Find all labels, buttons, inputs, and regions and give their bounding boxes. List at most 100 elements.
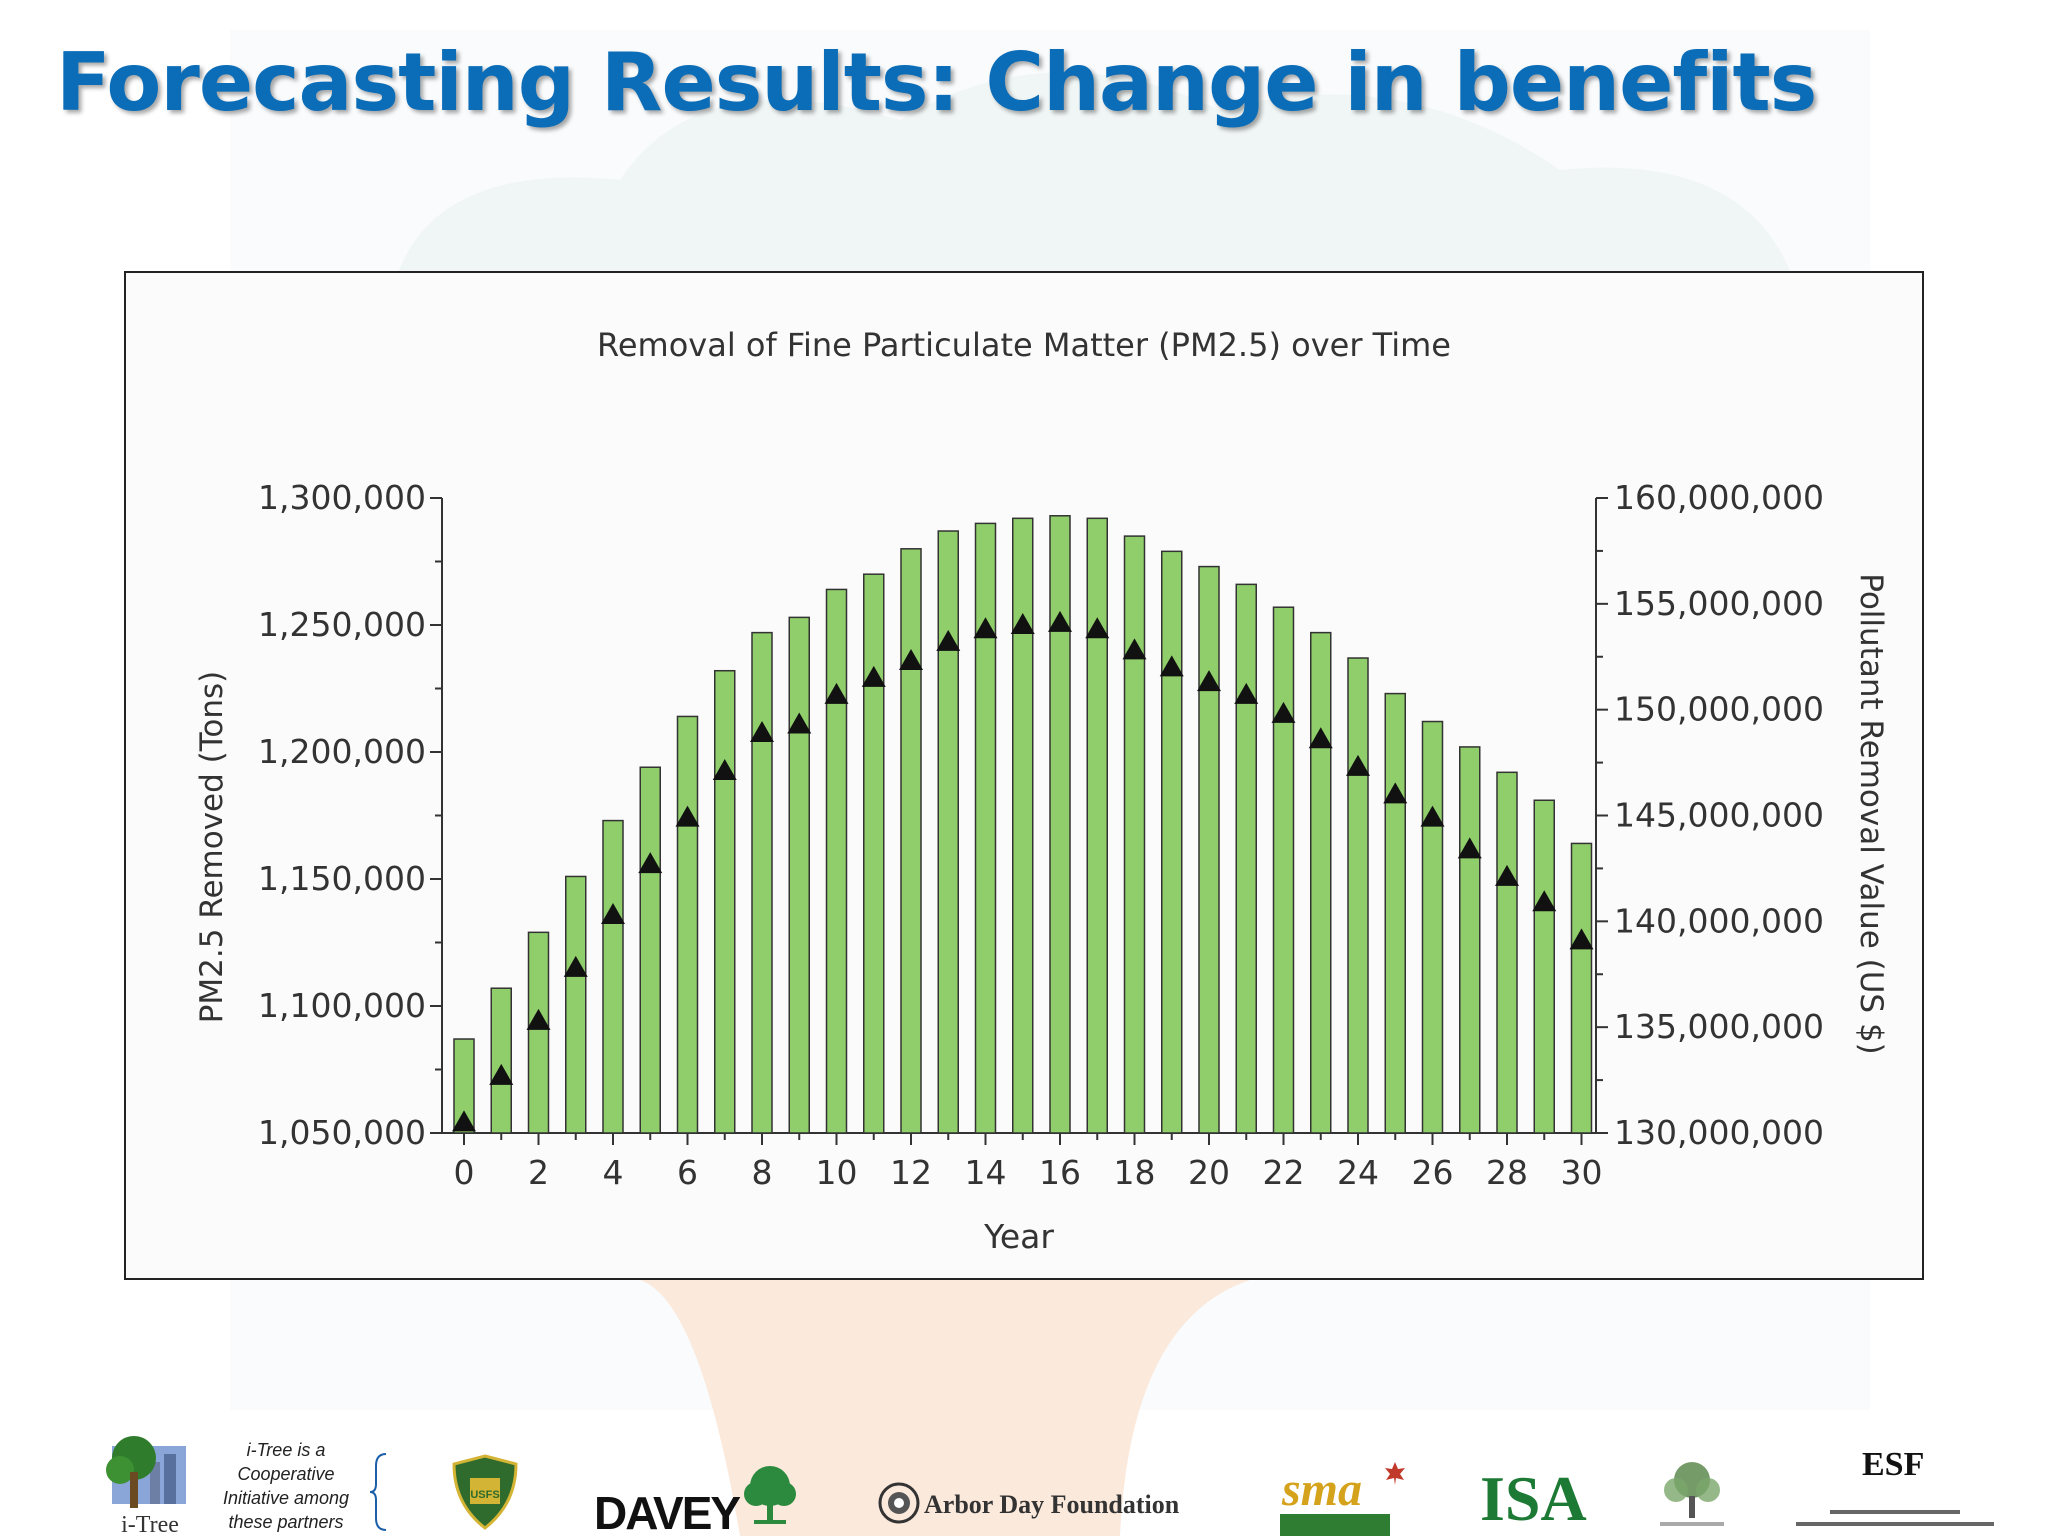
davey-logo-text: DAVEY bbox=[594, 1487, 741, 1539]
itree-logo-label: i-Tree bbox=[121, 1512, 179, 1536]
triangle-marker bbox=[1420, 805, 1445, 827]
x-tick-label: 12 bbox=[890, 1153, 932, 1192]
bar bbox=[863, 573, 885, 1134]
bar bbox=[1496, 771, 1518, 1134]
usfs-shield-logo: USFS bbox=[452, 1454, 518, 1530]
triangle-marker bbox=[1010, 613, 1035, 634]
triangle-marker bbox=[452, 1110, 476, 1132]
triangle-marker bbox=[1532, 890, 1557, 912]
triangle-marker bbox=[1234, 682, 1259, 704]
coop-line-4: these partners bbox=[228, 1512, 344, 1532]
coop-line-3: Initiative among bbox=[222, 1488, 350, 1508]
triangle-marker bbox=[712, 759, 737, 781]
triangle-marker bbox=[563, 955, 588, 977]
bar bbox=[1421, 720, 1444, 1134]
triangle-marker bbox=[1048, 610, 1072, 632]
bar bbox=[1198, 565, 1220, 1134]
x-tick-label: 20 bbox=[1188, 1153, 1230, 1192]
triangle-marker bbox=[1197, 670, 1221, 692]
bar bbox=[565, 875, 587, 1134]
triangle-marker bbox=[1346, 754, 1370, 776]
x-tick-label: 10 bbox=[816, 1153, 858, 1192]
bar bbox=[1123, 535, 1146, 1134]
davey-tree-icon bbox=[744, 1466, 796, 1524]
bar bbox=[1384, 692, 1406, 1134]
sma-banner bbox=[1280, 1514, 1390, 1536]
bar bbox=[527, 931, 550, 1134]
triangle-marker bbox=[526, 1008, 551, 1030]
cooperative-note: i-Tree is a Cooperative Initiative among… bbox=[208, 1438, 364, 1534]
sma-logo-text: sma bbox=[1282, 1463, 1363, 1516]
y-tick-label: 1,050,000 bbox=[258, 1113, 426, 1152]
y-tick-label: 1,200,000 bbox=[258, 732, 426, 771]
x-tick-label: 14 bbox=[965, 1153, 1007, 1192]
bar bbox=[974, 522, 997, 1134]
y2-axis-label: Pollutant Removal Value (US $) bbox=[1853, 573, 1889, 1055]
x-tick-label: 16 bbox=[1039, 1153, 1081, 1192]
bar bbox=[1235, 583, 1257, 1134]
x-tick-label: 18 bbox=[1114, 1153, 1156, 1192]
bar bbox=[1272, 606, 1295, 1134]
bar bbox=[1347, 657, 1369, 1134]
bar bbox=[825, 588, 848, 1134]
x-tick-label: 6 bbox=[677, 1153, 698, 1192]
y2-tick-label: 160,000,000 bbox=[1614, 478, 1824, 517]
usfs-label: USFS bbox=[470, 1489, 499, 1501]
triangle-marker bbox=[750, 720, 774, 742]
partner-footer: i-Tree i-Tree is a Cooperative Initiativ… bbox=[0, 1410, 2048, 1539]
bar-series bbox=[453, 515, 1593, 1134]
bar bbox=[751, 631, 773, 1134]
triangle-marker bbox=[899, 648, 923, 670]
triangle-marker bbox=[1122, 638, 1147, 660]
y-axis-label: PM2.5 Removed (Tons) bbox=[194, 671, 230, 1024]
y-tick-label: 1,100,000 bbox=[258, 986, 426, 1025]
triangle-marker bbox=[1271, 701, 1296, 723]
x-axis-label: Year bbox=[983, 1217, 1054, 1256]
coop-line-1: i-Tree is a bbox=[246, 1440, 326, 1460]
esf-logo-text: ESF bbox=[1862, 1446, 1925, 1483]
y2-tick-label: 140,000,000 bbox=[1614, 901, 1824, 940]
x-tick-label: 28 bbox=[1486, 1153, 1528, 1192]
bar bbox=[602, 819, 624, 1134]
casey-trees-logo bbox=[1660, 1462, 1724, 1526]
bar bbox=[639, 766, 661, 1134]
y-tick-label: 1,150,000 bbox=[258, 859, 426, 898]
y2-tick-label: 130,000,000 bbox=[1614, 1113, 1824, 1152]
x-tick-label: 26 bbox=[1412, 1153, 1454, 1192]
x-tick-label: 30 bbox=[1561, 1153, 1603, 1192]
x-tick-label: 22 bbox=[1263, 1153, 1305, 1192]
arbor-day-seal-icon bbox=[878, 1482, 920, 1524]
bar bbox=[714, 669, 736, 1134]
isa-logo-text: ISA bbox=[1480, 1463, 1587, 1534]
chart-title: Removal of Fine Particulate Matter (PM2.… bbox=[597, 326, 1451, 364]
triangle-marker bbox=[675, 805, 700, 827]
triangle-marker bbox=[861, 665, 886, 687]
triangle-marker bbox=[601, 902, 625, 924]
arbor-day-logo-text: Arbor Day Foundation bbox=[924, 1490, 1180, 1519]
y2-tick-label: 155,000,000 bbox=[1614, 584, 1824, 623]
sma-leaf-icon bbox=[1385, 1462, 1405, 1485]
coop-line-2: Cooperative bbox=[237, 1464, 335, 1484]
y-tick-label: 1,300,000 bbox=[258, 478, 426, 517]
x-tick-label: 4 bbox=[603, 1153, 624, 1192]
x-tick-label: 8 bbox=[752, 1153, 773, 1192]
bar bbox=[788, 616, 810, 1134]
bar bbox=[1012, 517, 1034, 1134]
bar bbox=[453, 1038, 475, 1134]
bar bbox=[900, 548, 922, 1134]
axes: 1,050,000 1,100,000 1,150,000 1,200,000 1,25… bbox=[258, 478, 1824, 1192]
triangle-marker bbox=[936, 629, 961, 651]
bar bbox=[676, 715, 699, 1134]
bar bbox=[1459, 746, 1481, 1134]
y2-tick-label: 145,000,000 bbox=[1614, 796, 1824, 835]
y2-tick-label: 135,000,000 bbox=[1614, 1007, 1824, 1046]
bar bbox=[1086, 517, 1108, 1134]
triangle-marker bbox=[787, 712, 812, 734]
triangle-marker bbox=[1495, 864, 1519, 886]
triangle-marker bbox=[1569, 928, 1594, 950]
bar bbox=[1161, 550, 1183, 1134]
triangle-series bbox=[452, 610, 1594, 1132]
triangle-marker bbox=[1308, 727, 1333, 749]
triangle-marker bbox=[1457, 837, 1482, 859]
triangle-marker bbox=[489, 1063, 514, 1085]
